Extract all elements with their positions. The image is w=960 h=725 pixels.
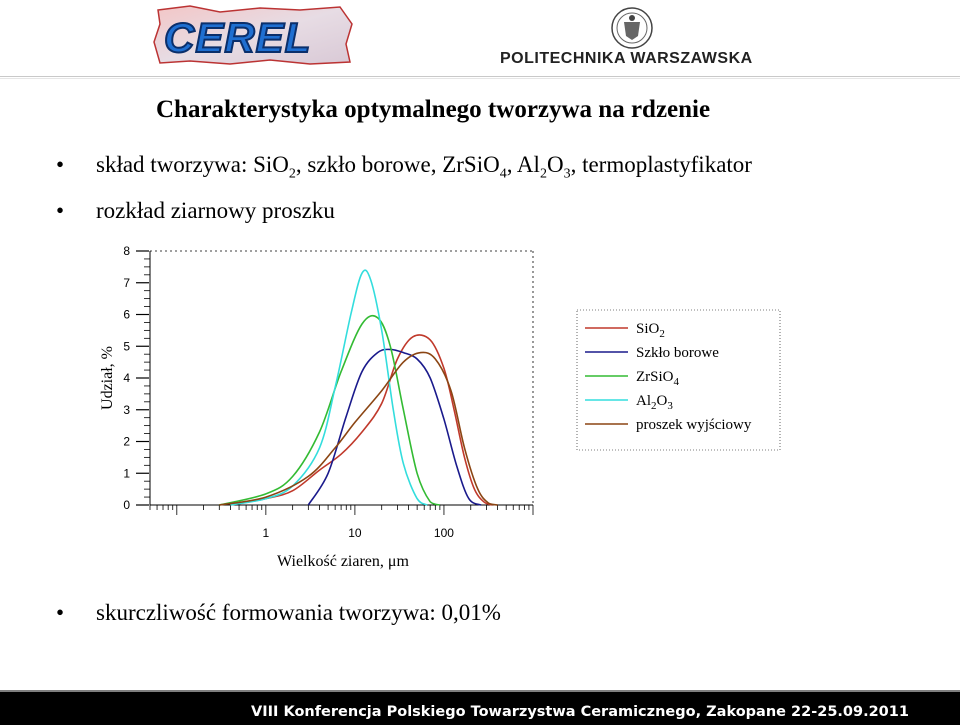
bullet-dot: • [56,600,65,625]
y-tick-label: 8 [123,244,130,258]
legend-label: Szkło borowe [636,345,719,361]
series-line-0 [230,334,493,506]
legend-label: Al2O3 [636,393,673,412]
politechnika-logo-text: POLITECHNIKA WARSZAWSKA [500,50,753,67]
bullet-dot: • [56,152,65,177]
bullet-composition: • skład tworzywa: SiO2, szkło borowe, Zr… [56,152,752,182]
x-tick-label: 10 [348,526,362,540]
slide-title: Charakterystyka optymalnego tworzywa na … [156,96,711,123]
header-divider [0,76,960,77]
y-tick-label: 4 [123,371,130,385]
legend-label: ZrSiO4 [636,369,680,388]
y-tick-label: 2 [123,435,130,449]
y-tick-label: 7 [123,276,130,290]
y-tick-label: 1 [123,466,130,480]
bullet-grain-distribution: • rozkład ziarnowy proszku [56,198,335,223]
legend-label: proszek wyjściowy [636,417,752,433]
y-tick-label: 5 [123,339,130,353]
footer-conference-text: VIII Konferencja Polskiego Towarzystwa C… [251,704,909,720]
series-line-2 [219,314,441,506]
legend-box [576,309,781,451]
header-divider-shadow [0,78,960,79]
chart-legend: SiO2 Szkło borowe ZrSiO4 Al2O3 proszek wyjśc… [576,309,781,451]
cerel-logo: CEREL [150,4,355,66]
series-line-4 [219,351,498,506]
y-tick-label: 3 [123,403,130,417]
y-axis-label: Udział, % [99,346,116,410]
y-tick-label: 0 [123,498,130,512]
x-tick-label: 100 [434,526,454,540]
y-tick-label: 6 [123,308,130,322]
footer-band [0,692,960,725]
chart-series [219,269,498,506]
x-tick-label: 1 [263,526,270,540]
grain-size-distribution-chart: 0 1 2 3 4 5 6 7 8 1 10 100 SiO2 Szkło borowe ZrSiO4 Al… [99,244,781,570]
series-line-1 [307,348,482,506]
x-axis-label: Wielkość ziaren, μm [277,553,409,570]
bullet-shrinkage: • skurczliwość formowania tworzywa: 0,01… [56,600,501,625]
footer-bar [0,690,960,725]
chart-axes: 0 1 2 3 4 5 6 7 8 1 10 100 [123,244,534,540]
bullet-dot: • [56,198,65,223]
politechnika-logo: POLITECHNIKA WARSZAWSKA [500,4,762,70]
footer-divider [0,690,960,692]
legend-label: SiO2 [636,321,665,340]
university-seal-icon [611,7,653,49]
cerel-logo-text: CEREL [164,14,311,61]
